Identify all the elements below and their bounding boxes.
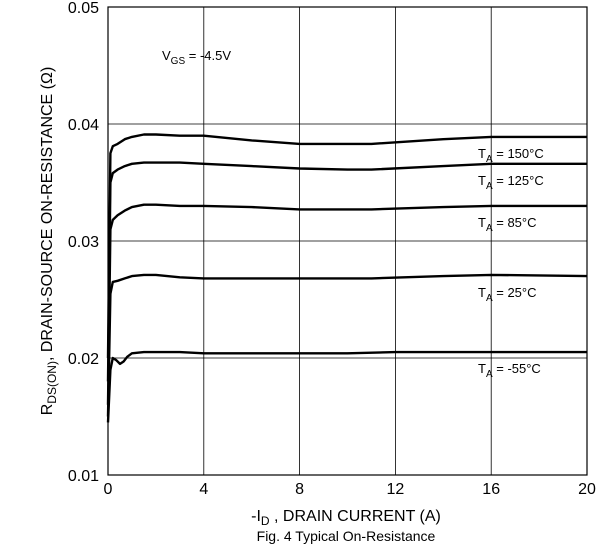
- y-tick-label: 0.01: [68, 468, 99, 485]
- x-tick-label: 16: [482, 481, 500, 498]
- series-label: TA = 150°C: [478, 146, 544, 165]
- y-tick-label: 0.04: [68, 117, 99, 134]
- x-tick-label: 8: [295, 481, 304, 498]
- series-label: TA = -55°C: [478, 361, 541, 380]
- y-tick-label: 0.05: [68, 0, 99, 17]
- series-lines: [106, 133, 588, 423]
- series-label: TA = 125°C: [478, 173, 544, 192]
- y-tick-label: 0.02: [68, 351, 99, 368]
- series-line: [106, 133, 587, 359]
- x-tick-label: 12: [387, 481, 405, 498]
- series-line: [106, 161, 587, 382]
- series-line: [106, 350, 587, 423]
- y-tick-labels: 0.01 0.02 0.03 0.04 0.05: [68, 0, 99, 485]
- x-tick-label: 20: [578, 481, 596, 498]
- y-axis-label: RDS(ON), DRAIN-SOURCE ON-RESISTANCE (Ω): [39, 67, 59, 416]
- condition-label: VGS = -4.5V: [162, 48, 231, 67]
- x-tick-label: 4: [199, 481, 208, 498]
- x-tick-labels: 0 4 8 12 16 20: [104, 481, 596, 498]
- x-tick-label: 0: [104, 481, 113, 498]
- y-tick-label: 0.03: [68, 234, 99, 251]
- series-line: [106, 203, 587, 405]
- x-axis-label: -ID , DRAIN CURRENT (A): [251, 508, 441, 528]
- grid: [107, 6, 588, 476]
- series-line: [106, 273, 588, 417]
- figure-caption: Fig. 4 Typical On-Resistance: [257, 528, 436, 544]
- plot-frame: [107, 6, 588, 476]
- series-label: TA = 85°C: [478, 215, 537, 234]
- series-labels: TA = 150°C TA = 125°C TA = 85°C TA = 25°C TA…: [478, 146, 544, 380]
- series-label: TA = 25°C: [478, 285, 537, 304]
